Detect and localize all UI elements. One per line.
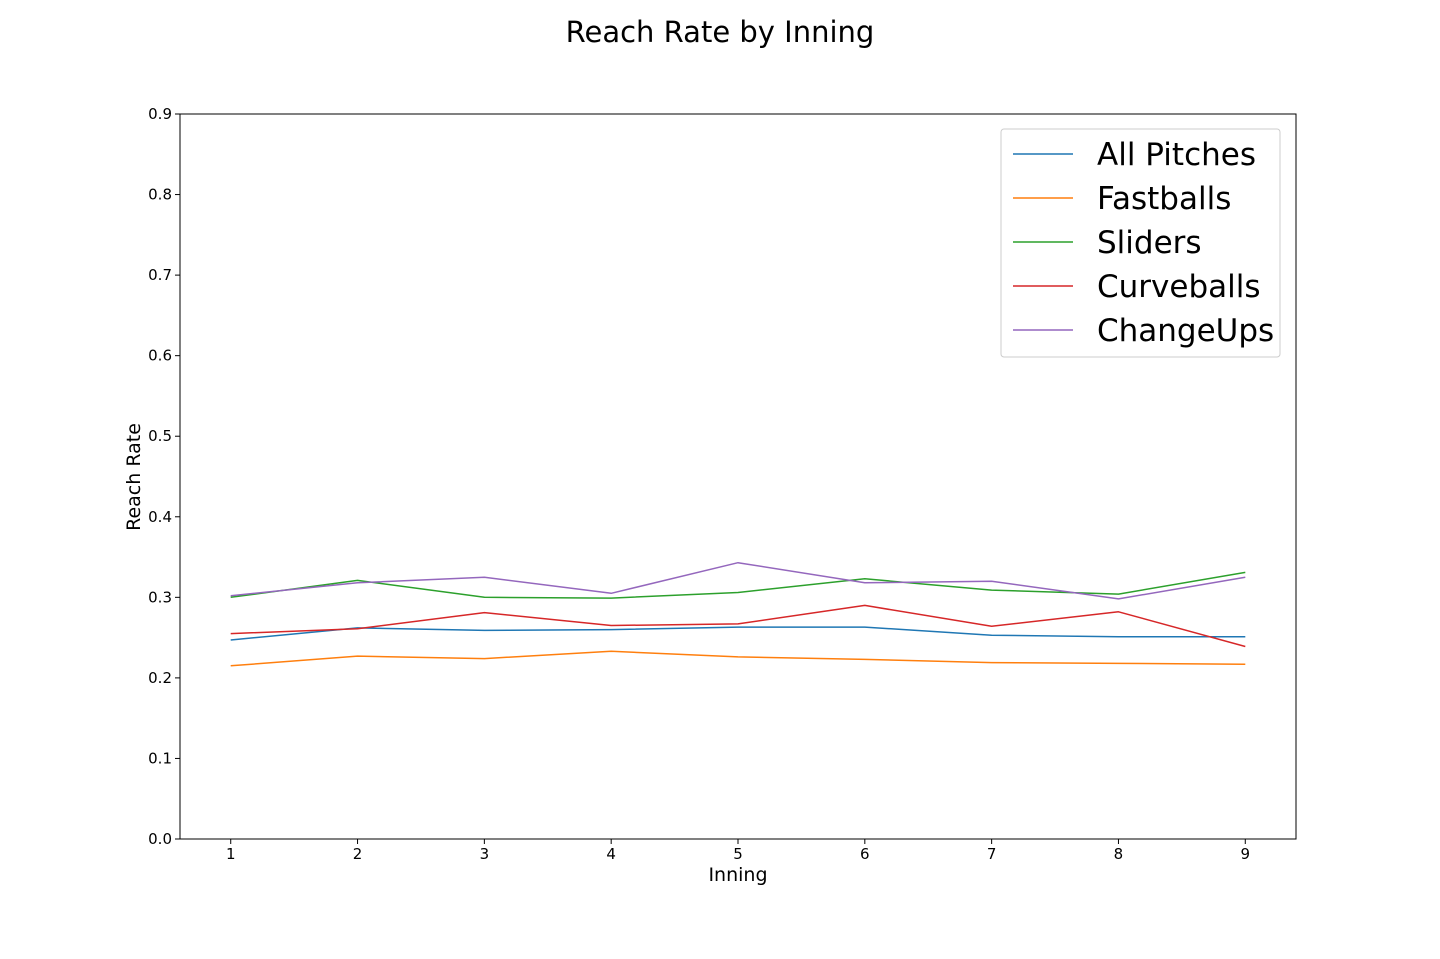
legend-label-fastballs: Fastballs (1097, 181, 1231, 217)
axis-ticks: 0.0 0.1 0.2 0.3 0.4 0.5 0.6 0.7 0.8 0.9 1 2 3 4 5 6 7 8 9 (148, 105, 1250, 863)
x-tick-label: 5 (733, 845, 743, 863)
legend-label-curveballs: Curveballs (1097, 269, 1261, 305)
x-tick-label: 7 (987, 845, 997, 863)
legend: All Pitches Fastballs Sliders Curveballs Cha… (1000, 128, 1281, 358)
y-tick-label: 0.7 (148, 266, 172, 284)
plot-frame (179, 113, 1297, 840)
y-tick-label: 0.3 (148, 588, 172, 606)
x-tick-label: 6 (860, 845, 870, 863)
legend-label-sliders: Sliders (1097, 225, 1202, 261)
y-tick-label: 0.2 (148, 669, 172, 687)
x-tick-label: 8 (1114, 845, 1124, 863)
y-tick-label: 0.8 (148, 186, 172, 204)
x-tick-label: 3 (480, 845, 490, 863)
x-tick-label: 2 (353, 845, 363, 863)
y-tick-label: 0.5 (148, 427, 172, 445)
series-line-all-pitches (230, 626, 1246, 641)
y-tick-label: 0.1 (148, 749, 172, 767)
y-tick-label: 0.0 (148, 830, 172, 848)
series-line-curveballs (230, 604, 1246, 648)
series-lines (230, 561, 1246, 667)
series-line-changeups (230, 561, 1246, 600)
series-line-fastballs (230, 650, 1246, 667)
y-tick-label: 0.6 (148, 347, 172, 365)
y-tick-label: 0.4 (148, 508, 172, 526)
legend-box (1000, 128, 1281, 358)
legend-label-all-pitches: All Pitches (1097, 137, 1256, 173)
x-tick-label: 1 (226, 845, 236, 863)
x-tick-label: 4 (606, 845, 616, 863)
legend-label-changeups: ChangeUps (1097, 313, 1274, 349)
y-tick-label: 0.9 (148, 105, 172, 123)
x-tick-label: 9 (1240, 845, 1250, 863)
y-axis-label: Reach Rate (123, 423, 145, 531)
x-axis-label: Inning (708, 864, 767, 886)
chart-title: Reach Rate by Inning (566, 15, 875, 49)
series-line-sliders (230, 571, 1246, 599)
